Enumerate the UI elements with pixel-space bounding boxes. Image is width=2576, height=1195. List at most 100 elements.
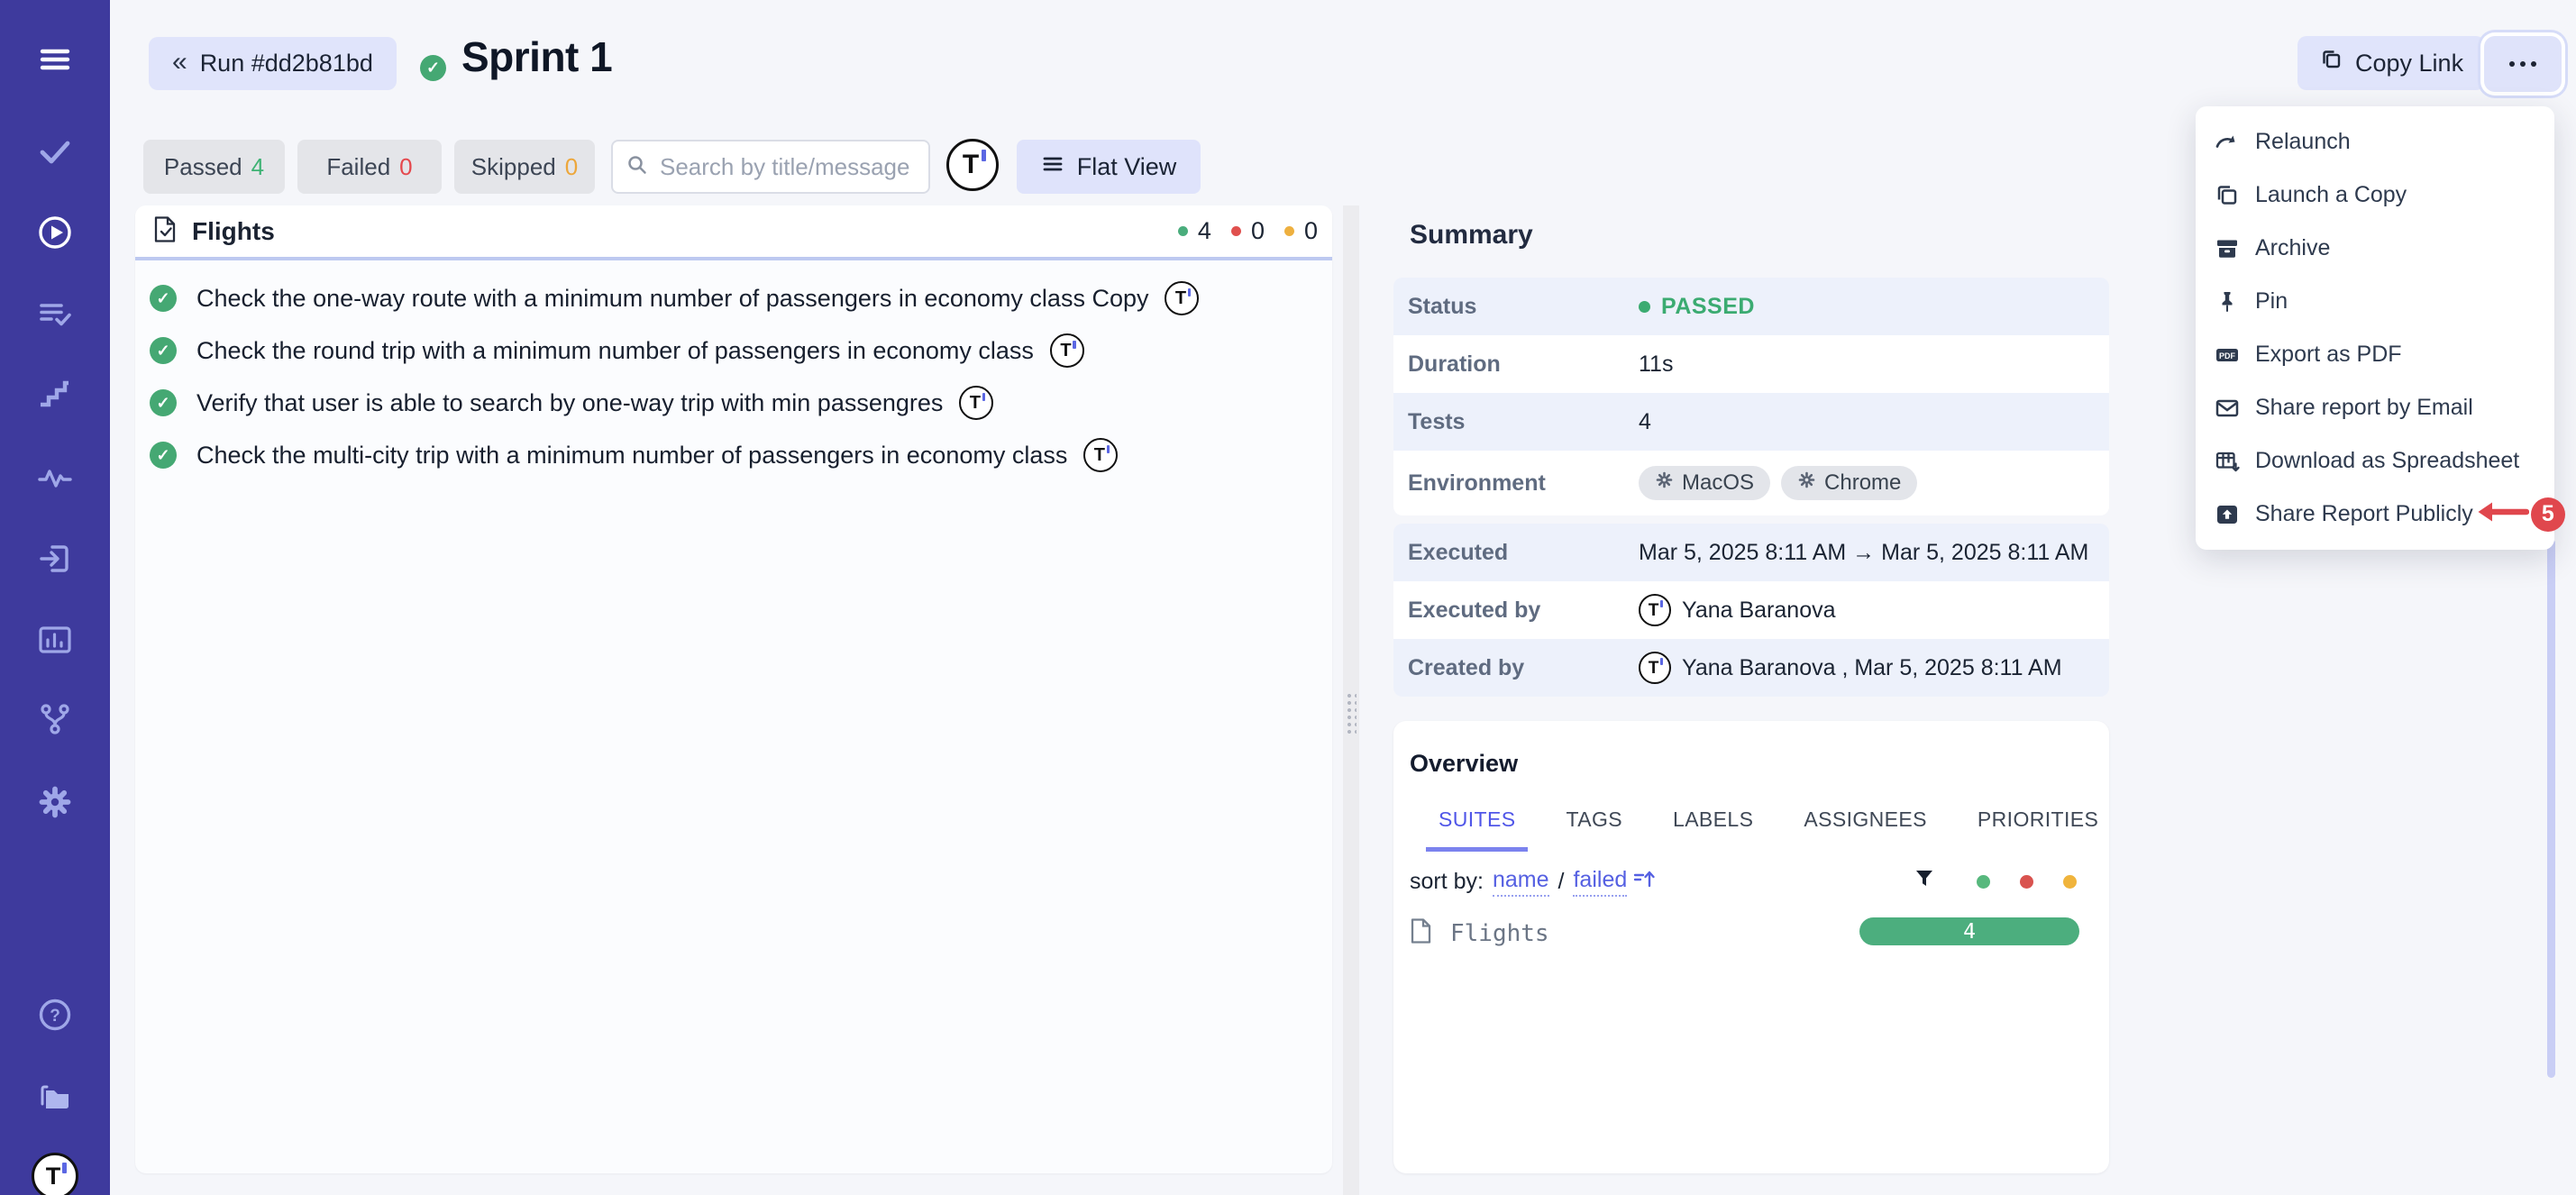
- test-passed-icon: [150, 285, 177, 312]
- overview-tab[interactable]: LABELS: [1673, 807, 1754, 831]
- test-row[interactable]: Check the one-way route with a minimum n…: [135, 272, 1332, 324]
- summary-row-tests: Tests 4: [1393, 393, 2109, 451]
- sidebar-item[interactable]: ?: [0, 996, 110, 1037]
- environment-pill[interactable]: MacOS: [1639, 466, 1771, 500]
- menu-item-label: Archive: [2255, 235, 2331, 260]
- doc-check-icon: [153, 215, 178, 248]
- test-list: Check the one-way route with a minimum n…: [135, 260, 1332, 481]
- archive-icon: [2214, 235, 2241, 262]
- suite-header-row[interactable]: Flights 4 0 0: [135, 205, 1332, 260]
- executed-by-value: Yana Baranova: [1682, 597, 1836, 623]
- test-passed-icon: [150, 442, 177, 469]
- sidebar-item[interactable]: [0, 621, 110, 662]
- sidebar-item[interactable]: [0, 540, 110, 581]
- flat-view-button[interactable]: Flat View: [1017, 140, 1201, 194]
- more-actions-button[interactable]: [2484, 36, 2562, 92]
- sort-asc-icon[interactable]: [1632, 868, 1656, 896]
- menu-item[interactable]: Launch a Copy 5: [2196, 169, 2554, 222]
- back-to-run-button[interactable]: « Run #dd2b81bd: [149, 37, 397, 90]
- search-input[interactable]: [658, 151, 916, 182]
- menu-item[interactable]: Archive 5: [2196, 222, 2554, 275]
- hamburger-small-icon: [1041, 152, 1064, 182]
- test-passed-icon: [150, 337, 177, 364]
- creator-avatar-icon: T: [1639, 652, 1671, 684]
- passed-dot-icon: [1639, 300, 1650, 313]
- annotation-badge: 5: [2530, 497, 2565, 532]
- created-by-label: Created by: [1408, 654, 1525, 680]
- menu-item-label: Share report by Email: [2255, 395, 2473, 420]
- pin-icon: [2214, 288, 2241, 315]
- tests-value: 4: [1639, 408, 1651, 434]
- funnel-icon[interactable]: [1914, 869, 1934, 895]
- logo-avatar-icon: T: [946, 139, 999, 191]
- suite-name: Flights: [192, 216, 275, 245]
- vertical-scrollbar[interactable]: [2547, 539, 2555, 1078]
- copy-link-button[interactable]: Copy Link: [2297, 36, 2486, 90]
- suite-failed-count: 0: [1250, 217, 1265, 244]
- filter-failed-button[interactable]: Failed 0: [297, 140, 442, 194]
- test-title: Check the one-way route with a minimum n…: [196, 284, 1149, 312]
- checkmark-icon: [34, 131, 76, 177]
- sidebar-item[interactable]: [0, 132, 110, 174]
- menu-item[interactable]: Pin 5: [2196, 275, 2554, 328]
- run-passed-status-icon: [420, 55, 446, 81]
- back-chevron-icon: «: [172, 47, 187, 77]
- executor-avatar-icon: T: [1639, 594, 1671, 626]
- analytics-icon: [34, 619, 76, 665]
- menu-item-label: Download as Spreadsheet: [2255, 448, 2520, 473]
- annotation: 5: [2477, 497, 2565, 532]
- sort-by-label: sort by:: [1410, 869, 1484, 894]
- overview-tab[interactable]: ASSIGNEES: [1804, 807, 1927, 831]
- test-row[interactable]: Check the round trip with a minimum numb…: [135, 324, 1332, 377]
- overview-tab[interactable]: SUITES: [1426, 807, 1529, 852]
- test-row[interactable]: Verify that user is able to search by on…: [135, 377, 1332, 429]
- filter-skipped-button[interactable]: Skipped 0: [454, 140, 595, 194]
- passed-count-bar[interactable]: 4: [1859, 917, 2079, 945]
- test-row[interactable]: Check the multi-city trip with a minimum…: [135, 429, 1332, 481]
- overview-tab[interactable]: PRIORITIES: [1977, 807, 2099, 831]
- menu-item[interactable]: Share Report Publicly 5: [2196, 488, 2565, 541]
- panel-splitter[interactable]: [1343, 205, 1359, 1195]
- list-check-icon: [34, 293, 76, 339]
- sidebar-item[interactable]: [0, 295, 110, 336]
- sidebar-item[interactable]: [0, 214, 110, 255]
- sidebar-item[interactable]: [0, 700, 110, 742]
- suite-counts: 4 0 0: [1177, 217, 1318, 245]
- search-box: [611, 140, 930, 194]
- sort-by-failed-link[interactable]: failed: [1573, 867, 1628, 897]
- svg-text:?: ?: [50, 1007, 60, 1026]
- sidebar-item[interactable]: [0, 376, 110, 417]
- legend-passed-dot-icon[interactable]: [1977, 875, 1990, 889]
- bar-value: 4: [1963, 919, 1976, 944]
- user-avatar[interactable]: T: [0, 1153, 110, 1195]
- test-title: Check the round trip with a minimum numb…: [196, 336, 1034, 364]
- menu-item-label: Launch a Copy: [2255, 182, 2407, 207]
- test-passed-icon: [150, 389, 177, 416]
- test-assignee-avatar-icon: T: [1083, 438, 1119, 472]
- gear-small-icon: [1655, 470, 1674, 496]
- environment-name: MacOS: [1682, 470, 1755, 495]
- tests-label: Tests: [1408, 408, 1466, 434]
- legend-skipped-dot-icon[interactable]: [2063, 875, 2077, 889]
- passed-count: 4: [251, 152, 265, 180]
- sidebar-item[interactable]: [0, 783, 110, 825]
- menu-item[interactable]: Share report by Email 5: [2196, 381, 2554, 434]
- assignee-filter-avatar[interactable]: T: [946, 139, 999, 191]
- copy-dark-icon: [2319, 48, 2343, 78]
- overview-tab[interactable]: TAGS: [1566, 807, 1622, 831]
- sort-by-name-link[interactable]: name: [1492, 867, 1549, 897]
- filter-passed-button[interactable]: Passed 4: [143, 140, 285, 194]
- sidebar-item[interactable]: [0, 459, 110, 500]
- menu-icon: [34, 39, 76, 85]
- overview-suite-row[interactable]: Flights: [1410, 917, 1549, 949]
- environment-pill[interactable]: Chrome: [1781, 466, 1918, 500]
- status-label: Status: [1408, 293, 1477, 319]
- sidebar-item[interactable]: [0, 41, 110, 82]
- menu-item[interactable]: Download as Spreadsheet 5: [2196, 434, 2554, 488]
- play-circle-icon: [34, 212, 76, 258]
- menu-item[interactable]: Relaunch 5: [2196, 115, 2554, 169]
- relaunch-icon: [2214, 129, 2241, 156]
- menu-item[interactable]: PDF Export as PDF 5: [2196, 328, 2554, 381]
- sidebar-item[interactable]: [0, 1077, 110, 1118]
- legend-failed-dot-icon[interactable]: [2020, 875, 2033, 889]
